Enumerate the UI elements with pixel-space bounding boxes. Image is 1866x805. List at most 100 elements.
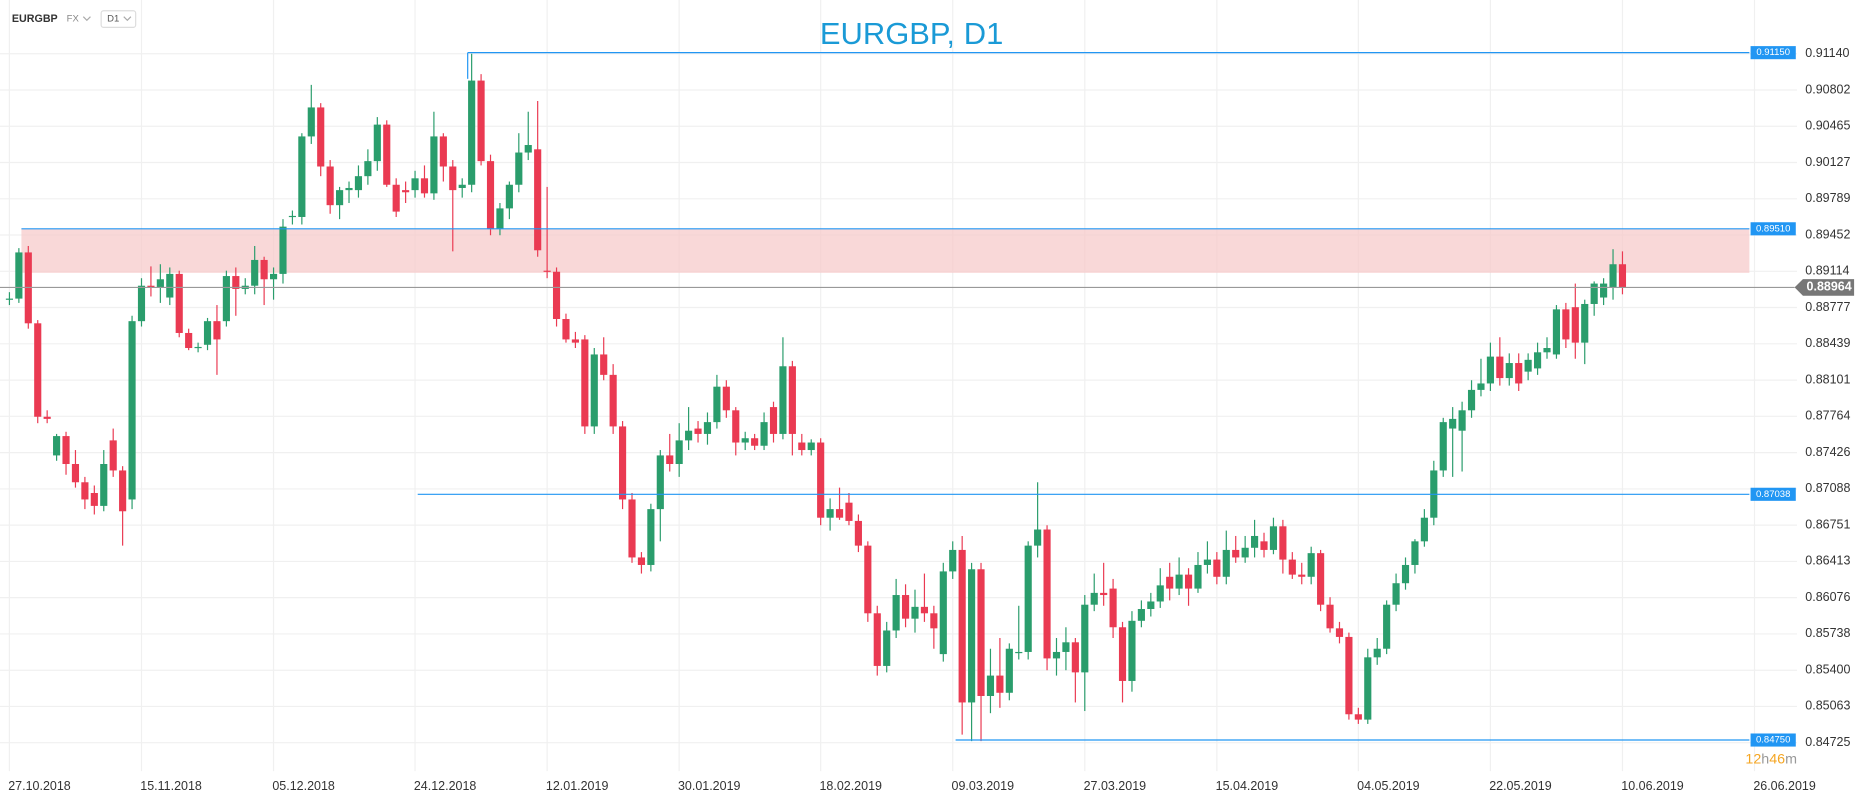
candle-body bbox=[1534, 352, 1542, 369]
last-price-label: 0.88964 bbox=[1807, 280, 1852, 294]
candle-body bbox=[53, 436, 61, 456]
candle-body bbox=[1401, 564, 1410, 584]
candle-body bbox=[722, 386, 730, 411]
candle-body bbox=[1034, 529, 1042, 546]
candle-body bbox=[1279, 526, 1287, 560]
y-tick-label: 0.87764 bbox=[1805, 409, 1850, 423]
candle-body bbox=[1477, 383, 1485, 390]
background-layer bbox=[21, 228, 1750, 273]
candle-body bbox=[1128, 620, 1136, 681]
candle-body bbox=[901, 595, 910, 619]
timeframe-box[interactable] bbox=[100, 10, 137, 28]
candle-body bbox=[1298, 574, 1306, 577]
candle-body bbox=[685, 430, 693, 441]
y-tick-label: 0.89452 bbox=[1805, 227, 1850, 241]
candle-body bbox=[109, 440, 117, 471]
y-tick-label: 0.87088 bbox=[1805, 481, 1850, 495]
header: EURGBP FX D1 bbox=[12, 10, 137, 28]
candle-body bbox=[496, 208, 504, 229]
y-tick-label: 0.88439 bbox=[1805, 336, 1850, 350]
candle-body bbox=[1015, 651, 1023, 654]
candle-body bbox=[1043, 529, 1051, 659]
candle-body bbox=[477, 80, 485, 162]
candle-body bbox=[637, 557, 646, 565]
candle-body bbox=[1543, 348, 1551, 353]
candle-body bbox=[1118, 627, 1127, 681]
candle-body bbox=[128, 321, 136, 500]
timeframe[interactable]: D1 bbox=[107, 14, 119, 25]
candle-body bbox=[619, 426, 627, 500]
candle-body bbox=[1600, 283, 1608, 298]
candle-body bbox=[1345, 636, 1353, 715]
candle-body bbox=[166, 273, 174, 298]
y-tick-label: 0.85063 bbox=[1805, 699, 1850, 713]
candle-body bbox=[1439, 422, 1447, 471]
candle-body bbox=[628, 499, 636, 558]
candle-body bbox=[930, 613, 938, 629]
candle-body bbox=[552, 271, 561, 320]
countdown-part: m bbox=[1785, 751, 1797, 767]
candle-body bbox=[1307, 553, 1315, 577]
y-tick-label: 0.85400 bbox=[1805, 663, 1850, 677]
candle-body bbox=[430, 136, 438, 194]
candle-body bbox=[920, 606, 928, 614]
last-price-box bbox=[1794, 279, 1855, 296]
candle-body bbox=[1505, 363, 1513, 379]
candle-body bbox=[864, 545, 872, 614]
market[interactable]: FX bbox=[67, 14, 80, 25]
candle-body bbox=[1618, 264, 1627, 288]
candle-body bbox=[788, 366, 796, 434]
candle-body bbox=[845, 502, 853, 521]
candle-body bbox=[1515, 363, 1523, 384]
candle-body bbox=[1109, 588, 1117, 628]
candle-body bbox=[213, 321, 221, 340]
candle-body bbox=[524, 145, 532, 153]
candle-body bbox=[1251, 535, 1259, 548]
candle-body bbox=[1552, 309, 1561, 355]
level-label-box bbox=[1750, 46, 1796, 60]
zone bbox=[21, 228, 1750, 273]
candle-body bbox=[675, 440, 683, 465]
candle-body bbox=[600, 354, 608, 375]
x-tick-label: 26.06.2019 bbox=[1753, 779, 1816, 793]
candle-body bbox=[1562, 309, 1570, 340]
candle-body bbox=[1137, 608, 1145, 621]
y-tick-label: 0.86751 bbox=[1805, 517, 1850, 531]
y-tick-label: 0.90802 bbox=[1805, 82, 1850, 96]
x-tick-label: 05.12.2018 bbox=[272, 779, 335, 793]
candle-body bbox=[1269, 526, 1278, 550]
candle-body bbox=[137, 285, 146, 322]
level-label: 0.89510 bbox=[1756, 223, 1790, 234]
y-tick-label: 0.85738 bbox=[1805, 626, 1850, 640]
countdown-part: 46 bbox=[1769, 751, 1785, 767]
y-tick-label: 0.90465 bbox=[1805, 119, 1850, 133]
candle-body bbox=[751, 438, 759, 446]
candle-body bbox=[1090, 592, 1098, 605]
level-label: 0.87038 bbox=[1756, 489, 1790, 500]
candle-body bbox=[1364, 657, 1372, 720]
candle-body bbox=[269, 273, 278, 280]
level-label: 0.91150 bbox=[1756, 47, 1790, 58]
candle-body bbox=[336, 190, 344, 206]
candle-body bbox=[798, 442, 806, 451]
candle-body bbox=[62, 436, 70, 465]
candle-body bbox=[1005, 648, 1013, 693]
candle-body bbox=[1024, 545, 1032, 652]
candle-body bbox=[1571, 307, 1579, 343]
candle-body bbox=[5, 298, 14, 300]
candle-body bbox=[420, 178, 429, 194]
candle-body bbox=[43, 416, 51, 419]
candle-body bbox=[1052, 651, 1061, 659]
candle-body bbox=[90, 493, 98, 506]
candle-body bbox=[1100, 592, 1108, 596]
x-tick-label: 10.06.2019 bbox=[1621, 779, 1684, 793]
candle-body bbox=[345, 187, 353, 191]
x-tick-label: 18.02.2019 bbox=[819, 779, 882, 793]
dropdown-arrow bbox=[82, 16, 91, 22]
candle-body bbox=[534, 149, 542, 251]
candle-body bbox=[147, 285, 155, 288]
candle-body bbox=[1184, 574, 1193, 589]
candle-body bbox=[1203, 559, 1211, 565]
candle-body bbox=[317, 107, 325, 167]
candle-body bbox=[354, 176, 363, 191]
